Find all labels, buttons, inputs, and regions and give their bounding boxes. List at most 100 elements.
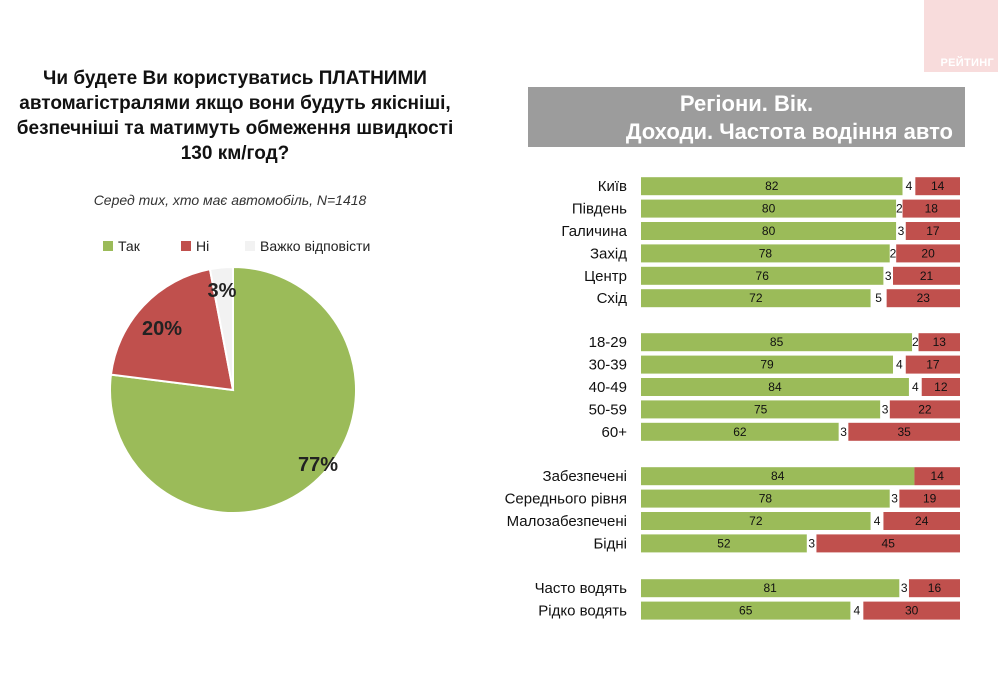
- bar-segment-no: [905, 355, 960, 374]
- bar-value-no: 17: [926, 224, 940, 238]
- bar-category-label: Часто водять: [535, 580, 628, 597]
- bar-value-hard: 4: [854, 604, 861, 618]
- bar-segment-no: [893, 266, 960, 285]
- question-line: безпечніші та матимуть обмеження швидкос…: [16, 118, 454, 139]
- bar-value-no: 19: [923, 492, 937, 506]
- bar-segment-yes: [641, 489, 890, 508]
- bar-segment-hard: [908, 378, 922, 396]
- bar-segment-hard: [902, 177, 916, 196]
- pie-slice-label: 77%: [298, 454, 338, 476]
- bar-segment-yes: [641, 289, 871, 308]
- bar-value-yes: 80: [762, 202, 776, 216]
- bar-segment-hard: [838, 422, 849, 441]
- bar-value-no: 30: [905, 604, 919, 618]
- bar-segment-yes: [641, 177, 903, 196]
- question-line: Чи будете Ви користуватись ПЛАТНИМИ: [43, 68, 427, 89]
- bar-value-yes: 52: [717, 536, 731, 550]
- bar-value-no: 35: [897, 425, 911, 439]
- bar-segment-yes: [641, 266, 884, 285]
- pie-slice: [208, 265, 234, 391]
- bar-segment-no: [883, 512, 960, 530]
- bar-category-label: Захід: [590, 245, 627, 262]
- bar-category-label: Забезпечені: [543, 468, 627, 485]
- legend-swatch-yes: [103, 241, 113, 251]
- bar-value-no: 21: [920, 269, 934, 283]
- bar-segment-no: [908, 579, 960, 598]
- bar-value-yes: 72: [749, 514, 763, 528]
- bar-category-label: Центр: [584, 268, 627, 285]
- bar-value-no: 45: [882, 536, 896, 550]
- bar-segment-yes: [641, 199, 897, 218]
- bar-category-label: Схід: [597, 290, 628, 307]
- bar-segment-yes: [641, 534, 807, 553]
- pie-chart: 77% 20% 3%: [100, 265, 370, 515]
- bar-value-hard: 3: [901, 581, 908, 595]
- bar-value-hard: 3: [891, 492, 898, 506]
- bar-segment-no: [918, 333, 960, 352]
- bar-segment-no: [899, 489, 960, 508]
- bar-value-yes: 65: [739, 604, 753, 618]
- bar-value-no: 24: [915, 514, 929, 528]
- bar-value-hard: 4: [912, 380, 919, 394]
- bar-segment-no: [905, 222, 960, 240]
- bar-value-no: 12: [934, 380, 948, 394]
- bar-segment-yes: [641, 333, 913, 352]
- question-line: автомагістралями якщо вони будуть якісні…: [19, 93, 451, 114]
- bar-segment-hard: [880, 400, 890, 419]
- bar-value-no: 13: [933, 335, 947, 349]
- bar-value-no: 16: [928, 581, 942, 595]
- pie-slice: [109, 268, 235, 392]
- bar-segment-yes: [641, 378, 909, 396]
- bar-value-yes: 78: [759, 492, 773, 506]
- pie-chart-svg: 77% 20% 3%: [109, 265, 357, 514]
- bar-value-no: 14: [931, 179, 945, 193]
- bar-value-hard: 3: [882, 402, 889, 416]
- sample-note: Серед тих, хто має автомобіль, N=1418: [93, 192, 367, 208]
- bar-value-hard: 3: [808, 536, 815, 550]
- question-line: 130 км/год?: [180, 143, 290, 164]
- bar-value-hard: 3: [840, 425, 847, 439]
- bar-segment-yes: [641, 467, 915, 486]
- bar-segment-hard: [912, 333, 919, 352]
- bar-value-no: 23: [917, 291, 931, 305]
- bar-value-yes: 78: [759, 246, 773, 260]
- logo-text: РЕЙТИНГ: [940, 57, 994, 69]
- bar-category-label: Київ: [598, 178, 627, 195]
- bar-value-hard: 2: [912, 335, 919, 349]
- bar-value-no: 18: [925, 202, 939, 216]
- bar-segment-no: [921, 378, 960, 396]
- bar-segment-hard: [899, 579, 909, 598]
- bar-category-label: Середнього рівня: [505, 491, 627, 508]
- bar-segment-no: [902, 199, 960, 218]
- bar-value-yes: 62: [733, 425, 747, 439]
- bar-segment-yes: [641, 400, 881, 419]
- bar-segment-hard: [883, 266, 894, 285]
- bar-value-yes: 75: [754, 402, 768, 416]
- legend-label-no: Ні: [196, 238, 210, 254]
- banner-line-1: Регіони. Вік.: [679, 91, 814, 116]
- bar-category-label: 50-59: [589, 401, 627, 418]
- bar-category-label: 40-49: [589, 379, 627, 396]
- bar-value-hard: 4: [874, 514, 881, 528]
- bar-value-hard: 4: [896, 358, 903, 372]
- legend-item-no: Ні: [181, 238, 209, 254]
- bar-category-label: Малозабезпечені: [507, 513, 627, 530]
- bar-segment-no: [863, 601, 960, 620]
- legend-item-hard: Важко відповісти: [245, 238, 370, 254]
- bar-value-yes: 82: [765, 179, 779, 193]
- bar-segment-no: [889, 400, 960, 419]
- section-banner: Регіони. Вік. Доходи. Частота водіння ав…: [528, 87, 965, 147]
- bar-segment-hard: [806, 534, 817, 553]
- bar-value-yes: 72: [749, 291, 763, 305]
- bar-value-hard: 5: [875, 291, 882, 305]
- legend-item-yes: Так: [103, 238, 140, 254]
- bar-segment-hard: [893, 355, 906, 374]
- bar-value-yes: 79: [760, 358, 774, 372]
- bar-value-yes: 84: [768, 380, 782, 394]
- bar-category-label: 18-29: [589, 334, 627, 351]
- bar-segment-hard: [896, 222, 906, 240]
- bar-value-hard: 2: [896, 202, 903, 216]
- bar-category-label: Південь: [572, 201, 627, 218]
- banner-line-2: Доходи. Частота водіння авто: [625, 119, 953, 144]
- bar-segment-yes: [641, 512, 871, 530]
